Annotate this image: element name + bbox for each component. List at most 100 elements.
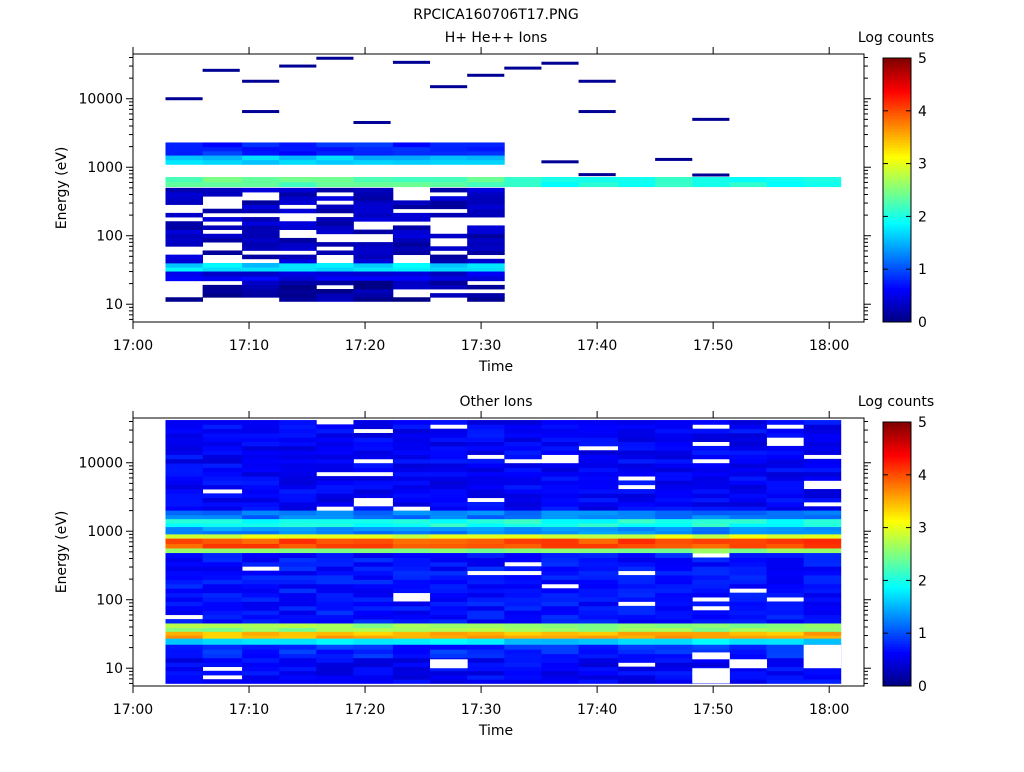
- heatmap-cell: [165, 258, 204, 264]
- heatmap-cell: [430, 575, 468, 580]
- heatmap-cell: [279, 638, 317, 646]
- heatmap-cell: [202, 614, 243, 620]
- heatmap-cell: [504, 638, 542, 646]
- heatmap-cell: [578, 670, 619, 676]
- heatmap-cell: [692, 476, 730, 481]
- heatmap-cell: [467, 527, 505, 532]
- heatmap-cell: [541, 160, 579, 164]
- colorbar-segment: [883, 190, 911, 194]
- colorbar-segment: [883, 192, 911, 196]
- heatmap-cell: [165, 97, 203, 101]
- heatmap-cell: [353, 159, 394, 165]
- heatmap-cell: [467, 293, 505, 298]
- heatmap-cell: [467, 662, 505, 668]
- heatmap-cell: [353, 506, 394, 512]
- x-tick-label: 17:20: [345, 338, 385, 354]
- heatmap-cell: [578, 501, 619, 507]
- heatmap-cell: [655, 527, 693, 532]
- colorbar-segment: [883, 261, 911, 265]
- heatmap-cell: [467, 271, 505, 277]
- heatmap-cell: [430, 519, 468, 524]
- heatmap-cell: [467, 514, 505, 520]
- heatmap-cell: [578, 561, 619, 567]
- heatmap-cell: [392, 514, 431, 520]
- heatmap-cell: [392, 159, 431, 165]
- heatmap-cell: [618, 437, 656, 443]
- colorbar-segment: [883, 242, 911, 246]
- colorbar-segment: [883, 424, 911, 428]
- heatmap-cell: [467, 623, 505, 629]
- heatmap-cell: [430, 155, 468, 161]
- colorbar-segment: [883, 219, 911, 223]
- heatmap-cell: [729, 181, 767, 188]
- heatmap-gap: [692, 652, 730, 660]
- colorbar-segment: [883, 532, 911, 536]
- heatmap-cell: [242, 276, 280, 282]
- heatmap-cell: [353, 543, 394, 549]
- heatmap-cell: [430, 212, 468, 218]
- heatmap-cell: [316, 497, 354, 503]
- heatmap-cell: [655, 623, 693, 629]
- heatmap-cell: [202, 420, 243, 425]
- heatmap-cell: [165, 471, 204, 477]
- heatmap-cell: [242, 653, 280, 659]
- heatmap-cell: [392, 519, 431, 524]
- heatmap-cell: [392, 583, 431, 589]
- heatmap-cell: [692, 519, 730, 524]
- heatmap-cell: [279, 561, 317, 567]
- heatmap-cell: [165, 196, 204, 201]
- heatmap-cell: [392, 484, 431, 490]
- heatmap-cell: [803, 523, 842, 528]
- colorbar-segment: [883, 461, 911, 465]
- heatmap-cell: [202, 506, 243, 512]
- heatmap-cell: [392, 561, 431, 567]
- heatmap-cell: [165, 146, 204, 152]
- heatmap-cell: [279, 579, 317, 585]
- heatmap-cell: [242, 489, 280, 494]
- heatmap-cell: [766, 458, 805, 464]
- heatmap-cell: [430, 271, 468, 277]
- heatmap-cell: [392, 530, 431, 535]
- heatmap-cell: [353, 181, 394, 188]
- colorbar-segment: [883, 303, 911, 307]
- colorbar-segment: [883, 554, 911, 558]
- heatmap-cell: [766, 177, 805, 183]
- heatmap-cell: [692, 177, 730, 183]
- heatmap-cell: [541, 649, 579, 655]
- heatmap-cell: [202, 527, 243, 532]
- heatmap-cell: [353, 649, 394, 655]
- heatmap-cell: [504, 592, 542, 598]
- heatmap-cell: [202, 432, 243, 438]
- heatmap-cell: [467, 208, 505, 214]
- heatmap-cell: [655, 420, 693, 425]
- heatmap-cell: [692, 614, 730, 620]
- colorbar-segment: [883, 527, 911, 531]
- heatmap-cell: [165, 666, 204, 672]
- colorbar-segment: [883, 316, 911, 320]
- heatmap-cell: [467, 588, 505, 594]
- heatmap-cell: [316, 619, 354, 624]
- colorbar-tick-label: 5: [918, 415, 927, 431]
- colorbar-segment: [883, 160, 911, 164]
- heatmap-cell: [729, 543, 767, 549]
- heatmap-cell: [202, 441, 243, 447]
- heatmap-cell: [729, 476, 767, 481]
- colorbar-segment: [883, 155, 911, 159]
- heatmap-cell: [803, 519, 842, 524]
- heatmap-cell: [803, 450, 842, 455]
- heatmap-cell: [430, 437, 468, 443]
- heatmap-cell: [655, 530, 693, 535]
- heatmap-cell: [242, 530, 280, 535]
- heatmap-cell: [316, 293, 354, 298]
- heatmap-cell: [242, 575, 280, 580]
- heatmap-cell: [578, 420, 619, 425]
- colorbar-segment: [883, 509, 911, 513]
- heatmap-cell: [430, 489, 468, 494]
- heatmap-cell: [467, 658, 505, 663]
- heatmap-cell: [353, 514, 394, 520]
- heatmap-cell: [165, 450, 204, 455]
- heatmap-cell: [242, 441, 280, 447]
- heatmap-cell: [279, 614, 317, 620]
- heatmap-cell: [202, 557, 243, 563]
- heatmap-cell: [165, 225, 204, 230]
